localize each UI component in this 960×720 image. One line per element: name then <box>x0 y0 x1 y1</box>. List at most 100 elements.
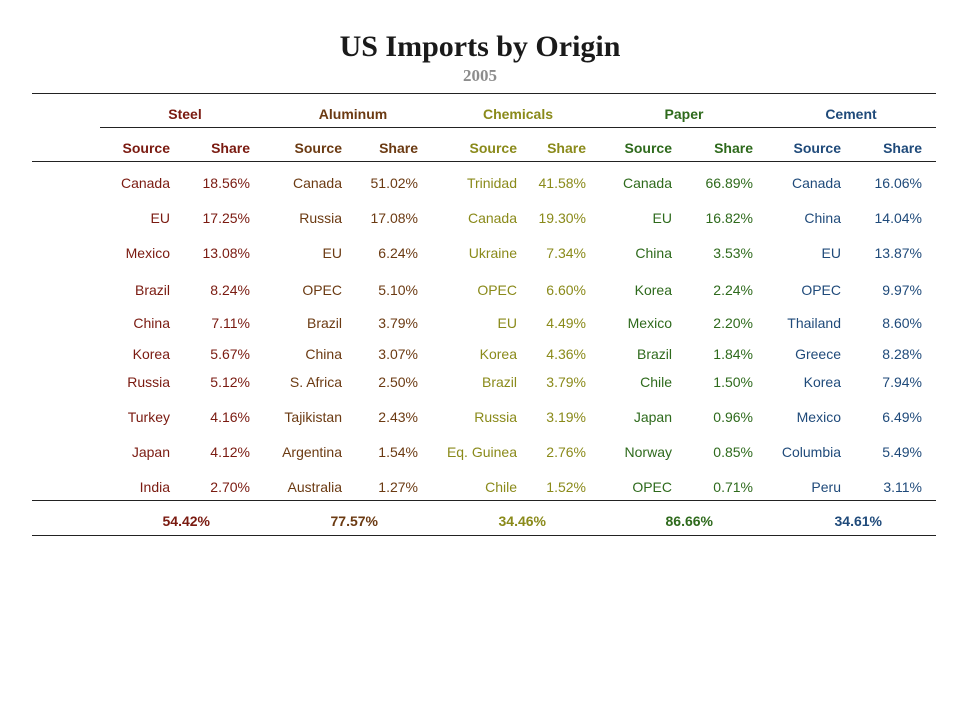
source-cell: China <box>635 245 672 261</box>
share-cell: 66.89% <box>705 175 753 191</box>
share-cell: 5.12% <box>210 374 250 390</box>
source-cell: Korea <box>634 282 672 298</box>
share-cell: 19.30% <box>538 210 586 226</box>
share-header: Share <box>883 140 922 156</box>
table-row: Korea 5.67% China 3.07% Korea 4.36% Brazil 1.84… <box>0 344 960 364</box>
source-cell: EU <box>821 245 841 261</box>
source-cell: OPEC <box>632 479 672 495</box>
source-cell: Canada <box>467 210 517 226</box>
share-cell: 3.79% <box>378 315 418 331</box>
total-steel: 54.42% <box>162 513 210 529</box>
share-cell: 16.82% <box>705 210 753 226</box>
table-bottom-rule <box>32 535 936 536</box>
share-cell: 3.07% <box>378 346 418 362</box>
source-cell: EU <box>322 245 342 261</box>
source-cell: Mexico <box>125 245 170 261</box>
source-header: Source <box>469 140 517 156</box>
page-title: US Imports by Origin <box>339 30 621 63</box>
source-cell: Norway <box>624 444 672 460</box>
share-cell: 8.24% <box>210 282 250 298</box>
source-cell: China <box>305 346 342 362</box>
source-cell: Korea <box>803 374 841 390</box>
table-row: Mexico 13.08% EU 6.24% Ukraine 7.34% China 3.53… <box>0 243 960 263</box>
share-cell: 1.27% <box>378 479 418 495</box>
share-header: Share <box>211 140 250 156</box>
table-row: Brazil 8.24% OPEC 5.10% OPEC 6.60% Korea 2.24% O… <box>0 280 960 300</box>
table-top-rule <box>32 93 936 94</box>
share-cell: 3.79% <box>546 374 586 390</box>
category-header-rule <box>100 127 936 128</box>
share-cell: 7.11% <box>211 315 250 331</box>
source-cell: EU <box>652 210 672 226</box>
share-cell: 3.11% <box>883 479 922 495</box>
source-cell: OPEC <box>477 282 517 298</box>
source-cell: OPEC <box>801 282 841 298</box>
category-header-paper: Paper <box>664 106 704 122</box>
category-header-chemicals: Chemicals <box>482 106 554 122</box>
share-cell: 8.28% <box>882 346 922 362</box>
source-cell: Brazil <box>636 346 672 362</box>
source-cell: Canada <box>791 175 841 191</box>
source-cell: Australia <box>287 479 342 495</box>
share-cell: 5.10% <box>378 282 418 298</box>
total-aluminum: 77.57% <box>330 513 378 529</box>
source-cell: Canada <box>292 175 342 191</box>
share-cell: 13.08% <box>202 245 250 261</box>
page-subtitle: 2005 <box>463 66 497 85</box>
share-cell: 1.50% <box>713 374 753 390</box>
share-cell: 1.52% <box>546 479 586 495</box>
source-cell: Argentina <box>282 444 342 460</box>
share-cell: 3.19% <box>546 409 586 425</box>
share-cell: 7.34% <box>546 245 586 261</box>
share-cell: 51.02% <box>370 175 418 191</box>
share-cell: 41.58% <box>538 175 586 191</box>
source-cell: Peru <box>811 479 841 495</box>
source-cell: Russia <box>127 374 170 390</box>
source-cell: Brazil <box>481 374 517 390</box>
share-cell: 0.85% <box>713 444 753 460</box>
source-cell: Russia <box>474 409 517 425</box>
sub-header-row: Source Share Source Share Source Share Source S… <box>0 138 960 158</box>
share-cell: 0.96% <box>713 409 753 425</box>
share-cell: 6.24% <box>378 245 418 261</box>
table-row: Turkey 4.16% Tajikistan 2.43% Russia 3.19% Jap… <box>0 407 960 427</box>
total-chemicals: 34.46% <box>498 513 546 529</box>
category-header-row: Steel Aluminum Chemicals Paper Cement <box>0 104 960 124</box>
share-header: Share <box>547 140 586 156</box>
share-cell: 5.67% <box>210 346 250 362</box>
share-cell: 0.71% <box>713 479 753 495</box>
source-cell: Tajikistan <box>284 409 342 425</box>
share-cell: 2.70% <box>210 479 250 495</box>
share-cell: 17.08% <box>370 210 418 226</box>
source-header: Source <box>122 140 170 156</box>
source-cell: Mexico <box>627 315 672 331</box>
share-header: Share <box>714 140 753 156</box>
share-cell: 4.36% <box>546 346 586 362</box>
total-cement: 34.61% <box>834 513 882 529</box>
source-cell: Thailand <box>787 315 841 331</box>
total-paper: 86.66% <box>665 513 713 529</box>
source-cell: Trinidad <box>466 175 517 191</box>
source-header: Source <box>624 140 672 156</box>
source-cell: Chile <box>485 479 517 495</box>
share-cell: 17.25% <box>202 210 250 226</box>
table-row: EU 17.25% Russia 17.08% Canada 19.30% EU 16.82%… <box>0 208 960 228</box>
share-cell: 6.49% <box>882 409 922 425</box>
source-cell: India <box>139 479 170 495</box>
source-cell: Columbia <box>781 444 841 460</box>
share-cell: 2.50% <box>378 374 418 390</box>
share-cell: 8.60% <box>882 315 922 331</box>
source-cell: Japan <box>633 409 672 425</box>
share-cell: 1.54% <box>378 444 418 460</box>
share-cell: 1.84% <box>713 346 753 362</box>
source-cell: Eq. Guinea <box>446 444 517 460</box>
source-cell: S. Africa <box>289 374 342 390</box>
source-header: Source <box>793 140 841 156</box>
table-row: India 2.70% Australia 1.27% Chile 1.52% OPEC 0.… <box>0 477 960 497</box>
category-header-steel: Steel <box>168 106 202 122</box>
share-cell: 3.53% <box>713 245 753 261</box>
share-cell: 4.49% <box>546 315 586 331</box>
share-cell: 9.97% <box>882 282 922 298</box>
share-cell: 4.12% <box>210 444 250 460</box>
table-row: Canada 18.56% Canada 51.02% Trinidad 41.58% Ca… <box>0 173 960 193</box>
